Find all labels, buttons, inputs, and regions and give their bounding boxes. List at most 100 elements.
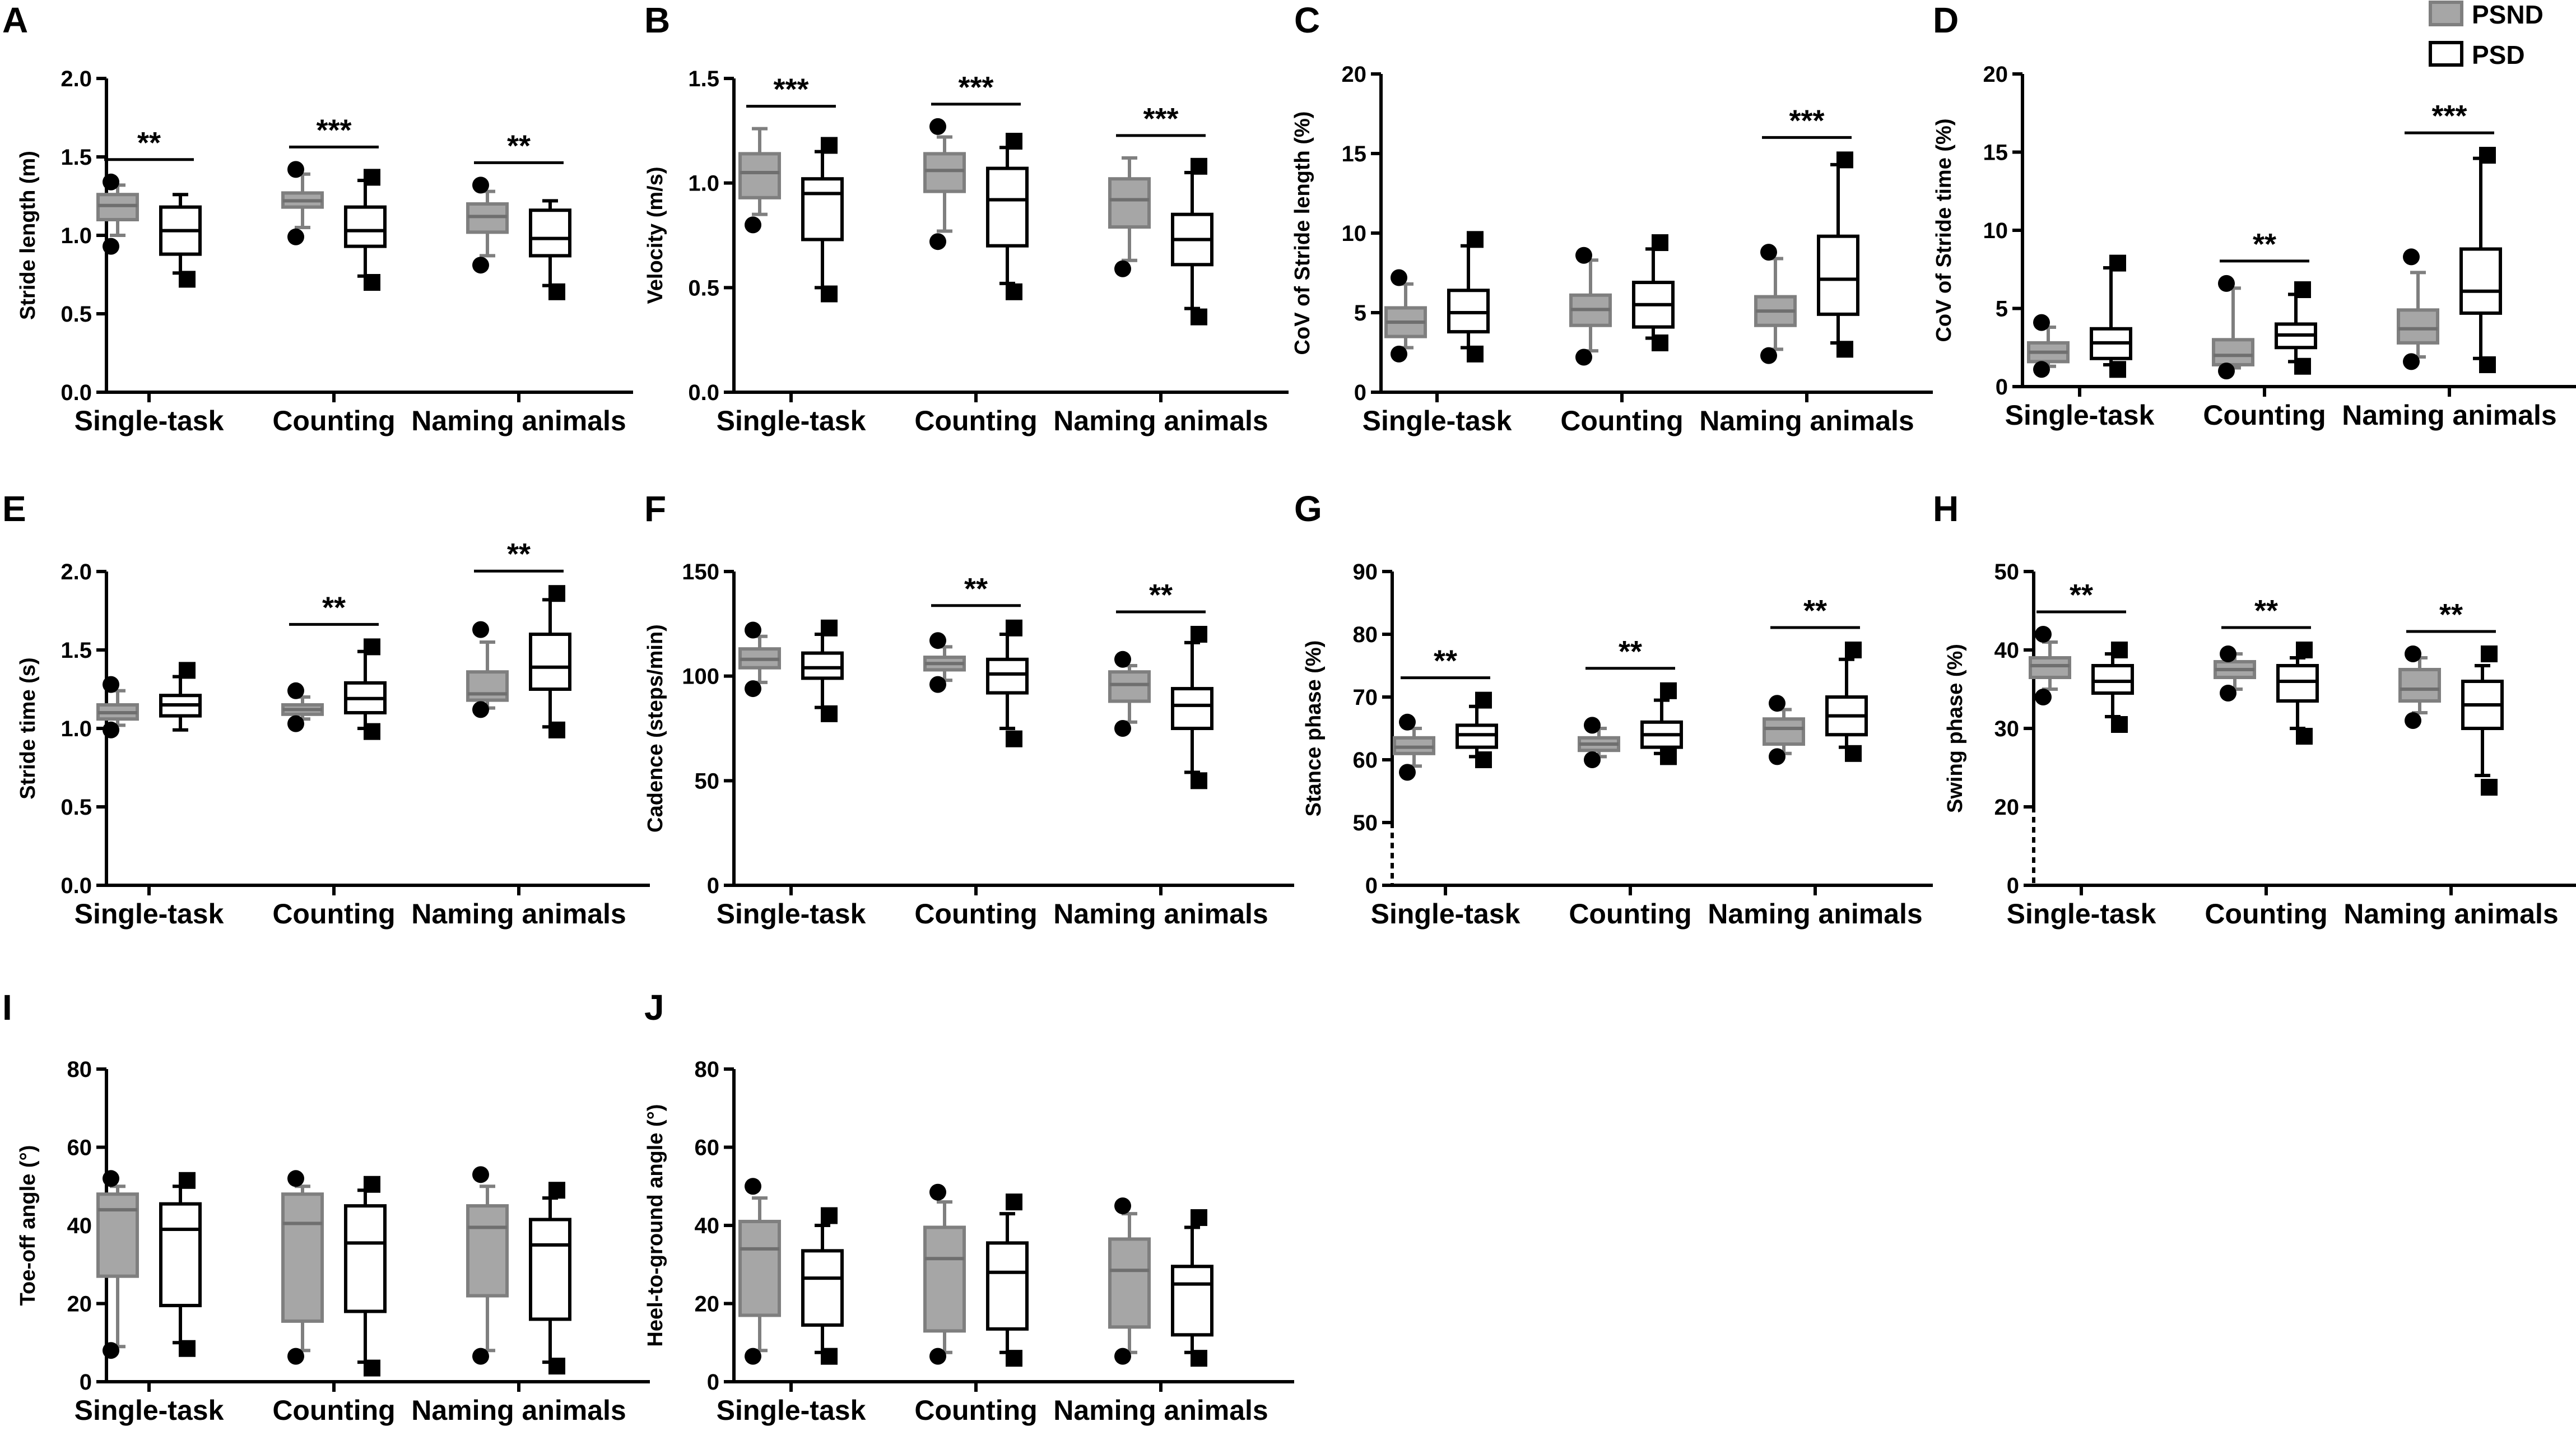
box-psd xyxy=(2091,642,2134,733)
y-tick-label: 100 xyxy=(682,665,719,689)
box-body xyxy=(986,1241,1029,1331)
box-psd xyxy=(801,1207,844,1365)
outlier-low xyxy=(2033,361,2050,378)
outlier-low xyxy=(1584,751,1601,768)
y-tick-label: 20 xyxy=(1342,62,1367,87)
y-tick-label: 70 xyxy=(1353,685,1378,710)
panel-letter: H xyxy=(1933,489,1959,529)
outlier-high xyxy=(1575,247,1592,264)
y-tick-label: 1.5 xyxy=(688,67,719,91)
significance-label: ** xyxy=(507,129,531,162)
box-psnd xyxy=(738,1178,781,1365)
outlier-high xyxy=(1836,151,1853,169)
box-psd xyxy=(801,137,844,303)
y-tick-label: 15 xyxy=(1342,142,1367,166)
outlier-low xyxy=(2296,728,2313,745)
box-body xyxy=(96,1192,139,1278)
box-psd xyxy=(1632,234,1675,351)
y-tick-label: 0.0 xyxy=(61,874,92,898)
box-body xyxy=(2212,338,2254,366)
outlier-low xyxy=(1391,345,1407,363)
box-psd xyxy=(986,619,1029,747)
box-psnd xyxy=(96,676,139,738)
outlier-low xyxy=(548,283,565,300)
panel-c: C 0 5 10 15 20 CoV of Stride length (%) Single-… xyxy=(1291,0,1933,436)
x-tick-label: Naming animals xyxy=(2342,400,2556,431)
outlier-high xyxy=(1191,157,1207,175)
y-tick-label: 20 xyxy=(1994,795,2020,820)
outlier-low xyxy=(2218,363,2235,380)
outlier-high xyxy=(1652,234,1668,252)
outlier-low xyxy=(1191,1350,1207,1367)
x-tick-label: Naming animals xyxy=(1708,898,1922,930)
legend-swatch-psnd xyxy=(2429,1,2463,26)
y-tick-label: 0.5 xyxy=(688,276,719,300)
outlier-high xyxy=(1114,1197,1131,1215)
y-tick-label: 0 xyxy=(1365,874,1378,898)
outlier-high xyxy=(2109,254,2126,272)
y-axis-label: Stride length (m) xyxy=(16,151,40,320)
box-psd xyxy=(344,1176,387,1377)
outlier-high xyxy=(2405,645,2421,662)
box-psnd xyxy=(466,621,509,718)
y-tick-label: 20 xyxy=(67,1292,92,1317)
outlier-low xyxy=(1114,1348,1131,1365)
box-psd xyxy=(986,1193,1029,1367)
x-tick-label: Counting xyxy=(272,405,395,436)
outlier-high xyxy=(2403,248,2420,266)
outlier-low xyxy=(103,721,119,738)
outlier-high xyxy=(2296,642,2313,658)
box-psnd xyxy=(2027,314,2070,378)
y-tick-label: 40 xyxy=(67,1214,92,1238)
outlier-low xyxy=(1114,260,1131,277)
panel-a: A 0.0 0.5 1.0 1.5 2.0 Stride length (m) Single-… xyxy=(2,0,633,436)
y-tick-label: 0 xyxy=(1996,375,2008,400)
y-tick-label: 15 xyxy=(1983,141,2008,165)
outlier-low xyxy=(2111,716,2128,733)
outlier-high xyxy=(1660,682,1677,699)
x-tick-label: Single-task xyxy=(75,405,224,436)
y-axis-label: CoV of Stride time (%) xyxy=(1932,118,1956,342)
panel-g: G 0 50 60 70 80 90 Stance phase (%) Single-task *… xyxy=(1294,489,1933,930)
legend: PSND PSD xyxy=(2429,0,2544,69)
outlier-high xyxy=(821,1207,838,1224)
significance-label: ** xyxy=(1434,644,1457,678)
box-psnd xyxy=(1569,247,1612,366)
box-body xyxy=(923,152,966,193)
significance-label: ** xyxy=(964,572,988,606)
y-tick-label: 0.0 xyxy=(61,380,92,405)
box-body xyxy=(2029,656,2071,679)
outlier-high xyxy=(103,1170,119,1187)
outlier-high xyxy=(1114,651,1131,668)
outlier-low xyxy=(1114,720,1131,737)
box-psd xyxy=(529,1182,571,1375)
outlier-high xyxy=(472,176,489,194)
box-body xyxy=(2091,664,2134,695)
y-tick-label: 60 xyxy=(1353,748,1378,773)
outlier-low xyxy=(745,216,761,234)
significance-label: ** xyxy=(2254,594,2278,628)
box-body xyxy=(2397,308,2439,345)
outlier-high xyxy=(364,638,380,656)
box-psd xyxy=(2090,254,2132,378)
outlier-high xyxy=(103,676,119,693)
y-tick-label: 40 xyxy=(695,1214,720,1238)
outlier-low xyxy=(2481,779,2498,796)
y-tick-label: 80 xyxy=(67,1057,92,1082)
outlier-low xyxy=(179,271,196,288)
box-body xyxy=(801,1249,844,1327)
box-body xyxy=(801,651,844,680)
x-tick-label: Counting xyxy=(914,898,1037,930)
panel-b: B 0.0 0.5 1.0 1.5 Velocity (m/s) Single-task **… xyxy=(644,0,1289,436)
box-body xyxy=(529,633,571,691)
significance-label: *** xyxy=(1789,104,1824,137)
outlier-low xyxy=(364,1359,380,1377)
y-tick-label: 2.0 xyxy=(61,560,92,584)
x-tick-label: Naming animals xyxy=(411,898,626,930)
panel-letter: C xyxy=(1294,0,1320,40)
box-body xyxy=(2459,247,2502,315)
outlier-low xyxy=(179,1340,196,1357)
outlier-low xyxy=(1475,751,1492,768)
box-psd xyxy=(1640,682,1683,765)
